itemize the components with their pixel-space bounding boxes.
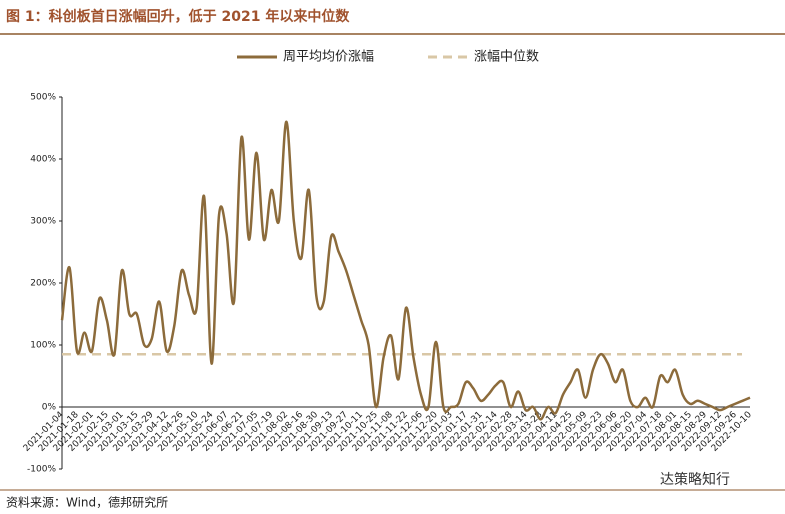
y-tick-label: 0% — [42, 403, 57, 413]
source: 资料来源：Wind，德邦研究所 — [6, 495, 168, 510]
y-tick-label: -100% — [27, 465, 56, 475]
y-tick-label: 100% — [30, 341, 56, 351]
y-tick-label: 400% — [30, 155, 56, 165]
legend-label: 周平均均价涨幅 — [283, 50, 374, 65]
legend-label: 涨幅中位数 — [474, 50, 539, 65]
series-line — [60, 120, 751, 421]
watermark: 达策略知行 — [660, 471, 730, 488]
y-tick-label: 500% — [30, 93, 56, 103]
y-tick-label: 200% — [30, 279, 56, 289]
chart-title: 图 1：科创板首日涨幅回升，低于 2021 年以来中位数 — [6, 8, 350, 25]
y-tick-label: 300% — [30, 217, 56, 227]
